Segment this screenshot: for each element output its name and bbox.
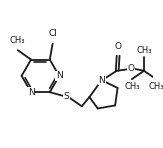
Text: CH₃: CH₃ <box>148 82 163 91</box>
Text: CH₃: CH₃ <box>124 82 140 91</box>
Text: S: S <box>64 92 70 101</box>
Text: N: N <box>98 76 105 85</box>
Text: N: N <box>28 88 34 97</box>
Text: N: N <box>56 71 63 80</box>
Text: CH₃: CH₃ <box>9 36 25 45</box>
Text: O: O <box>127 64 134 73</box>
Text: Cl: Cl <box>48 29 57 38</box>
Text: O: O <box>114 42 121 51</box>
Text: CH₃: CH₃ <box>136 46 152 55</box>
